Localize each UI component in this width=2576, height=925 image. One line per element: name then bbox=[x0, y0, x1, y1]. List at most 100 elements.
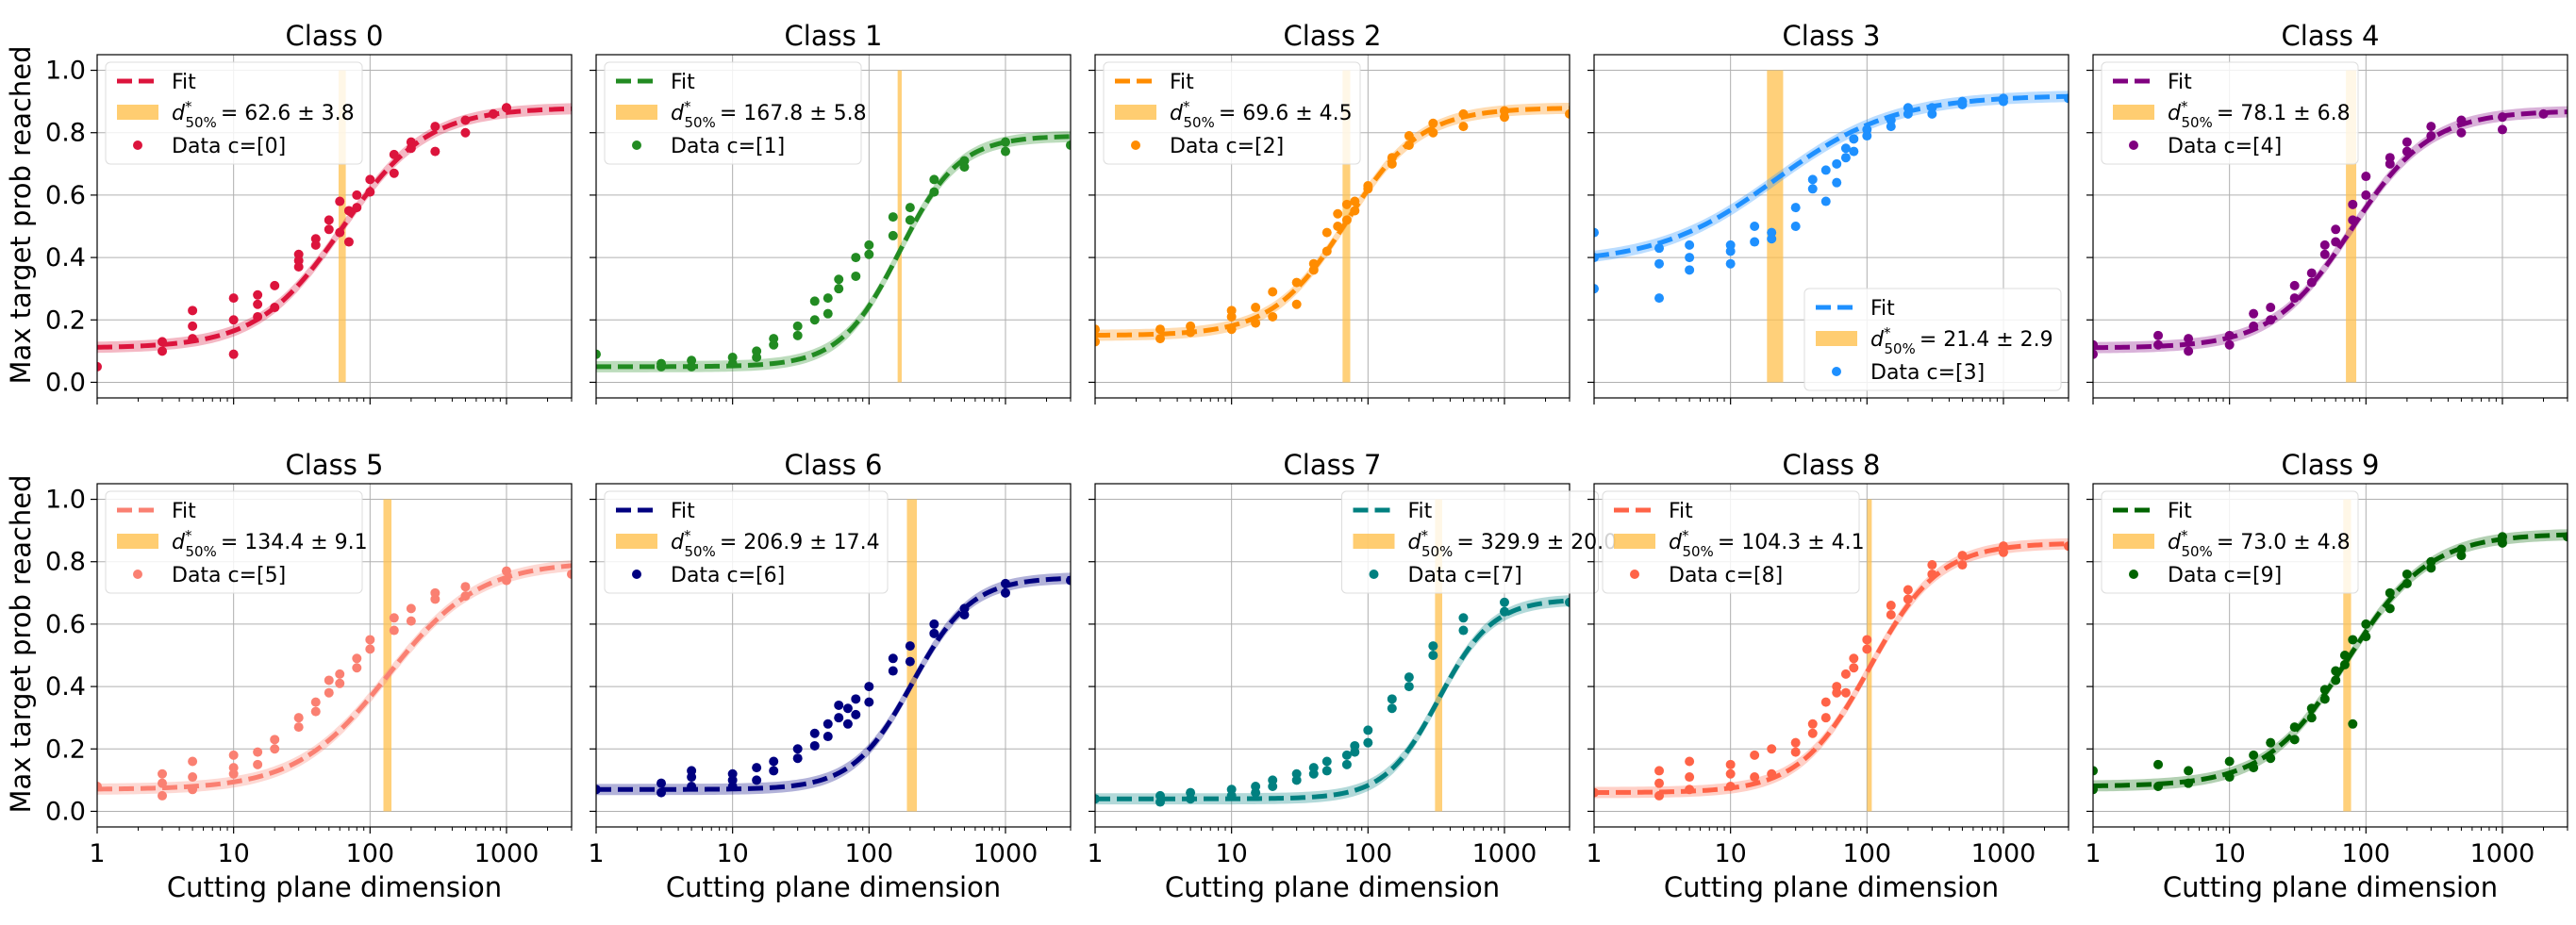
data-point bbox=[310, 706, 321, 717]
x-tick-label: 1 bbox=[89, 839, 105, 868]
x-axis-label: Cutting plane dimension bbox=[167, 871, 502, 903]
y-tick-label: 1.0 bbox=[45, 486, 86, 515]
data-point bbox=[1186, 321, 1196, 331]
data-point bbox=[1654, 766, 1665, 776]
data-point bbox=[1790, 203, 1801, 213]
data-point bbox=[1750, 222, 1760, 231]
data-point bbox=[792, 744, 803, 754]
data-point bbox=[834, 284, 844, 294]
data-point bbox=[834, 274, 844, 285]
data-point bbox=[727, 352, 738, 362]
data-point bbox=[2361, 619, 2371, 629]
data-point bbox=[1886, 601, 1896, 611]
data-point bbox=[188, 321, 198, 331]
panel-title: Class 8 bbox=[1783, 449, 1881, 481]
data-point bbox=[1499, 606, 1509, 617]
fit-line bbox=[97, 563, 572, 792]
data-point bbox=[823, 719, 833, 729]
axes-frame bbox=[2092, 483, 2568, 828]
x-tick-label: 100 bbox=[1843, 839, 1892, 868]
data-point bbox=[352, 653, 362, 664]
legend-data-handle bbox=[1832, 367, 1841, 376]
legend-data-label: Data c=[9] bbox=[2168, 564, 2282, 587]
data-point bbox=[430, 122, 440, 132]
legend-threshold-sub: 50% bbox=[684, 543, 715, 560]
data-point bbox=[752, 763, 762, 773]
data-point bbox=[2385, 153, 2395, 163]
data-point bbox=[1321, 766, 1332, 776]
legend-threshold-symbol: d bbox=[1870, 328, 1885, 352]
data-point bbox=[1725, 759, 1736, 769]
panel-class-3: Class 3 Fit d* 50% = 21.4 ± 2.9 Data c=[3] bbox=[1587, 20, 2069, 405]
panel-class-4: Class 4 Fit d* 50% = 78.1 ± 6.8 Data c=[4] bbox=[2086, 20, 2568, 405]
legend-threshold-value: = 73.0 ± 4.8 bbox=[2217, 531, 2351, 554]
data-point bbox=[270, 735, 280, 745]
plot-area bbox=[97, 70, 572, 383]
data-point bbox=[809, 728, 820, 738]
legend-fit-label: Fit bbox=[172, 500, 196, 523]
legend-data-label: Data c=[6] bbox=[671, 564, 785, 587]
data-point bbox=[1832, 158, 1842, 169]
legend-threshold-sub: 50% bbox=[2181, 114, 2212, 131]
legend-threshold-sup: * bbox=[185, 98, 192, 115]
data-point bbox=[888, 653, 898, 664]
data-point bbox=[1458, 122, 1469, 132]
x-axis-label: Cutting plane dimension bbox=[2163, 871, 2498, 903]
y-tick-label: 0.4 bbox=[45, 672, 86, 702]
data-point bbox=[888, 230, 898, 240]
data-point bbox=[1862, 644, 1872, 654]
data-point bbox=[293, 722, 304, 733]
plot-area bbox=[1594, 499, 2069, 812]
data-point bbox=[905, 641, 915, 652]
x-axis-label: Cutting plane dimension bbox=[666, 871, 1001, 903]
data-point bbox=[2361, 172, 2371, 182]
data-point bbox=[228, 768, 239, 779]
data-point bbox=[1886, 122, 1896, 132]
panel-class-9: 1 10 100 1000 Class 9 Cutting plane dimension… bbox=[2085, 449, 2568, 903]
data-point bbox=[1767, 744, 1777, 754]
confidence-band bbox=[1095, 595, 1570, 805]
legend-threshold-value: = 62.6 ± 3.8 bbox=[221, 102, 355, 125]
data-point bbox=[834, 713, 844, 723]
data-point bbox=[864, 240, 874, 250]
data-point bbox=[864, 249, 874, 259]
data-point bbox=[2224, 339, 2235, 350]
data-point bbox=[1565, 108, 1570, 119]
data-point bbox=[1251, 781, 1261, 791]
plot-area bbox=[596, 70, 1071, 383]
data-point bbox=[2319, 249, 2330, 259]
data-point bbox=[752, 775, 762, 785]
data-point bbox=[1862, 635, 1872, 645]
data-point bbox=[567, 569, 572, 579]
data-point bbox=[888, 666, 898, 676]
data-point bbox=[188, 756, 198, 767]
data-point bbox=[769, 756, 779, 767]
data-point bbox=[2426, 563, 2436, 573]
legend-threshold-sub: 50% bbox=[1421, 543, 1453, 560]
data-point bbox=[2249, 750, 2259, 760]
axes-frame bbox=[1094, 483, 1571, 828]
x-tick-label: 1 bbox=[588, 839, 604, 868]
fit-line bbox=[97, 106, 572, 350]
legend-threshold-sub: 50% bbox=[2181, 543, 2212, 560]
data-point bbox=[2224, 756, 2235, 767]
data-point bbox=[1862, 131, 1872, 141]
threshold-band bbox=[1767, 70, 1784, 383]
legend-threshold-handle bbox=[616, 105, 657, 120]
data-point bbox=[1790, 747, 1801, 757]
data-point bbox=[2093, 349, 2098, 359]
panel-class-5: 1 10 100 1000 0.0 0.2 0.4 0.6 0.8 1.0 Class 5 Cutti… bbox=[45, 449, 573, 903]
confidence-band bbox=[596, 572, 1071, 796]
data-point bbox=[1807, 184, 1818, 194]
y-tick-label: 0.0 bbox=[45, 368, 86, 397]
data-point bbox=[2093, 766, 2098, 776]
data-point bbox=[1226, 785, 1237, 795]
data-point bbox=[1268, 781, 1278, 791]
threshold-band bbox=[1435, 499, 1443, 812]
data-point bbox=[324, 675, 334, 685]
data-point bbox=[2456, 551, 2467, 561]
data-point bbox=[158, 790, 168, 801]
legend-threshold-value: = 167.8 ± 5.8 bbox=[720, 102, 867, 125]
legend-data-label: Data c=[0] bbox=[172, 135, 286, 158]
data-point bbox=[389, 625, 399, 636]
